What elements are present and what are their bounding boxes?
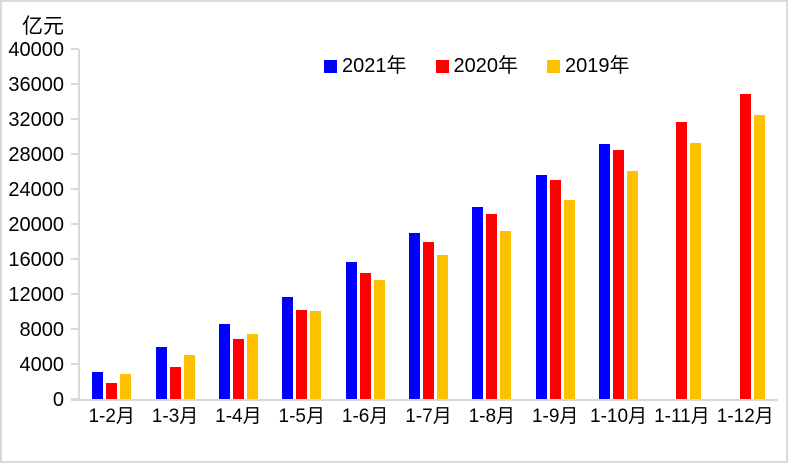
bar-series1-1 — [92, 372, 104, 399]
x-axis-label: 1-10月 — [590, 406, 648, 427]
bar-series2-7 — [486, 214, 498, 399]
y-axis-line — [78, 49, 80, 400]
bar-series2-2 — [169, 367, 181, 399]
bar-series3-8 — [563, 200, 575, 399]
x-axis-label: 1-3月 — [151, 406, 199, 427]
bar-series1-9 — [599, 144, 611, 399]
bar-series1-3 — [218, 324, 230, 399]
bar-series1-4 — [282, 297, 294, 399]
y-axis-tick-mark — [71, 293, 79, 295]
x-axis-label: 1-12月 — [716, 406, 774, 427]
bar-group — [207, 49, 270, 399]
y-axis-tick-label: 0 — [52, 389, 64, 411]
bar-group — [143, 49, 206, 399]
bar-series2-8 — [549, 180, 561, 399]
legend: 2021年 2020年 2019年 — [324, 56, 630, 76]
x-axis-label: 1-5月 — [278, 406, 325, 427]
y-axis-tick-mark — [71, 48, 79, 50]
bar-series3-5 — [373, 280, 385, 399]
x-axis-label: 1-9月 — [531, 406, 579, 427]
y-axis-tick-mark — [71, 83, 79, 85]
bar-group — [587, 49, 650, 399]
bar-series3-10 — [690, 143, 702, 399]
bar-series1-5 — [345, 262, 357, 399]
legend-swatch-icon — [324, 59, 337, 73]
bar-series2-1 — [106, 383, 118, 399]
legend-item-2: 2020年 — [435, 55, 519, 77]
legend-label: 2019年 — [565, 55, 630, 77]
x-axis-label: 1-8月 — [468, 406, 516, 427]
y-axis-tick-label: 4000 — [19, 354, 65, 376]
x-axis-labels: 1-2月 1-3月 1-4月 1-5月 1-6月 1-7月 1-8月 1-9月 1-10月 1-1… — [80, 405, 777, 429]
bar-series3-1 — [120, 374, 132, 399]
bar-group — [333, 49, 396, 399]
legend-swatch-icon — [547, 59, 560, 73]
bar-series2-11 — [739, 94, 751, 399]
legend-item-1: 2021年 — [324, 56, 407, 76]
y-axis-tick-mark — [71, 363, 79, 365]
y-axis-tick-label: 24000 — [8, 179, 64, 201]
bar-group — [460, 49, 523, 399]
bar-series3-6 — [436, 255, 448, 399]
y-axis-tick-mark — [71, 188, 79, 190]
y-axis-tick-label: 20000 — [8, 214, 64, 236]
x-axis-label: 1-11月 — [654, 406, 710, 427]
y-axis-tick-mark — [71, 223, 79, 225]
bar-series1-7 — [472, 207, 484, 399]
bar-series3-4 — [310, 311, 322, 399]
x-axis-label: 1-4月 — [215, 406, 262, 427]
bar-group — [650, 49, 713, 399]
y-axis-tick-label: 16000 — [8, 249, 64, 271]
x-axis-label: 1-6月 — [341, 406, 389, 427]
x-axis-label: 1-2月 — [88, 406, 135, 427]
bar-series1-8 — [535, 175, 547, 399]
bar-series1-2 — [155, 347, 167, 399]
bar-group — [80, 49, 143, 399]
bar-series1-6 — [408, 233, 420, 399]
y-axis-tick-label: 40000 — [8, 39, 64, 61]
bar-series2-10 — [676, 122, 688, 399]
plot-area — [80, 49, 777, 399]
bar-series2-3 — [232, 339, 244, 399]
y-axis-tick-label: 12000 — [8, 284, 64, 306]
y-axis-tick-label: 36000 — [8, 74, 64, 96]
bar-group — [397, 49, 460, 399]
bar-series3-3 — [246, 334, 258, 399]
x-axis-label: 1-7月 — [405, 406, 452, 427]
y-axis-unit-label: 亿元 — [22, 15, 64, 38]
bar-group — [714, 49, 777, 399]
y-axis-tick-mark — [71, 328, 79, 330]
bar-group — [270, 49, 333, 399]
bar-series3-2 — [183, 355, 195, 399]
legend-swatch-icon — [435, 59, 449, 73]
bar-series2-9 — [613, 150, 625, 399]
bar-series3-11 — [753, 115, 765, 399]
bar-series2-6 — [422, 242, 434, 399]
y-axis-tick-label: 28000 — [8, 144, 64, 166]
y-axis-tick-label: 32000 — [8, 109, 64, 131]
x-axis-line — [71, 399, 778, 401]
y-axis-tick-label: 8000 — [19, 319, 65, 341]
bar-series2-4 — [296, 310, 308, 399]
bar-series2-5 — [359, 273, 371, 399]
y-axis-tick-mark — [71, 118, 79, 120]
y-axis-tick-mark — [71, 258, 79, 260]
y-axis-tick-mark — [71, 153, 79, 155]
legend-label: 2020年 — [453, 55, 519, 77]
bar-series3-7 — [500, 231, 512, 399]
legend-label: 2021年 — [342, 55, 407, 77]
bar-group — [524, 49, 587, 399]
bar-series3-9 — [627, 171, 639, 399]
legend-item-3: 2019年 — [547, 56, 630, 76]
